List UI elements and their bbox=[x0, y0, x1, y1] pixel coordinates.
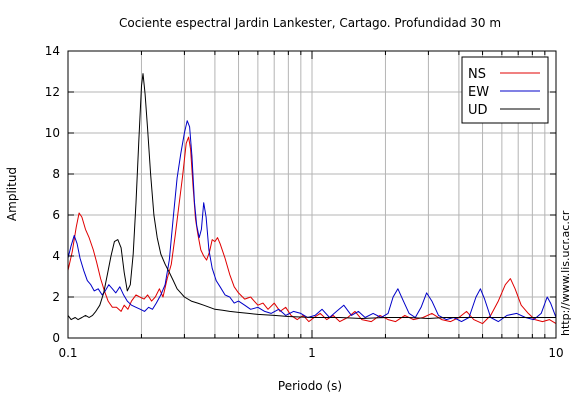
ticks: 0 2 4 6 8 10 12 14 0.1 1 10 bbox=[45, 44, 564, 360]
y-tick-label: 0 bbox=[52, 331, 60, 345]
series-layer bbox=[67, 73, 557, 325]
y-tick-label: 8 bbox=[52, 167, 60, 181]
legend-label-ud: UD bbox=[468, 103, 488, 118]
y-tick-label: 14 bbox=[45, 44, 60, 58]
legend-box bbox=[461, 56, 549, 124]
y-tick-label: 6 bbox=[52, 208, 60, 222]
y-axis-label: Amplitud bbox=[5, 167, 19, 221]
y-tick-label: 4 bbox=[52, 249, 60, 263]
y-tick-label: 2 bbox=[52, 290, 60, 304]
x-tick-label: 0.1 bbox=[58, 346, 77, 360]
side-url-text: http://www.lis.ucr.ac.cr bbox=[559, 210, 572, 336]
x-tick-label: 10 bbox=[548, 346, 563, 360]
y-tick-label: 10 bbox=[45, 126, 60, 140]
x-tick-label: 1 bbox=[308, 346, 316, 360]
chart-title: Cociente espectral Jardin Lankester, Car… bbox=[119, 16, 501, 30]
y-tick-label: 12 bbox=[45, 85, 60, 99]
series-line-ns bbox=[67, 136, 557, 325]
series-line-ew bbox=[67, 120, 557, 323]
legend-label-ns: NS bbox=[468, 67, 486, 82]
legend-label-ew: EW bbox=[468, 85, 489, 100]
legend: NS EW UD bbox=[461, 56, 549, 124]
x-axis-label: Periodo (s) bbox=[278, 379, 342, 393]
series-line-ud bbox=[67, 73, 556, 321]
